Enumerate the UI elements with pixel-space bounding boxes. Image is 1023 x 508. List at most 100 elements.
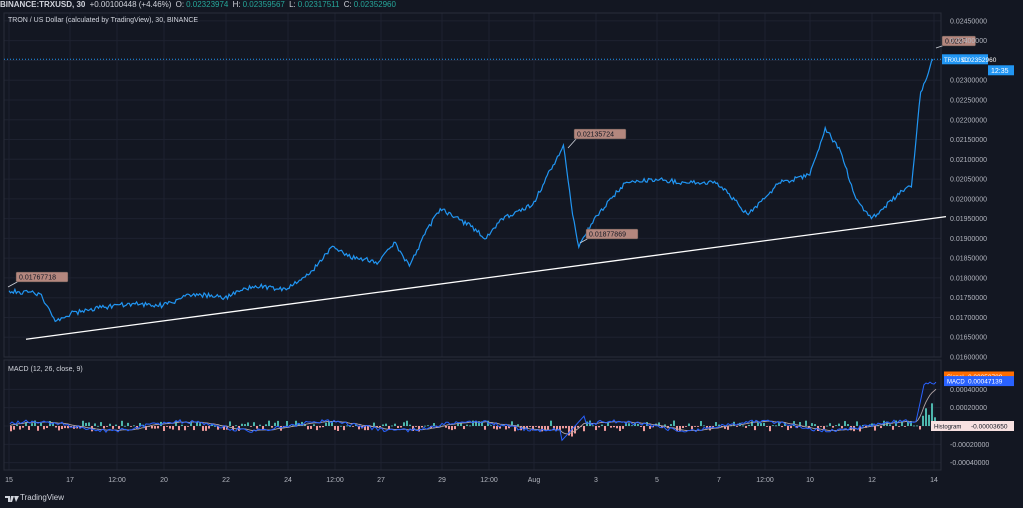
macd-histogram-bar	[358, 426, 360, 430]
macd-histogram-bar	[877, 425, 879, 427]
macd-histogram-bar	[298, 423, 300, 426]
macd-histogram-bar	[496, 426, 498, 430]
macd-histogram-bar	[838, 423, 840, 426]
macd-histogram-bar	[334, 426, 336, 430]
macd-histogram-bar	[586, 421, 588, 426]
macd-histogram-bar	[916, 425, 918, 427]
macd-histogram-bar	[97, 425, 99, 427]
macd-histogram-bar	[229, 421, 231, 426]
macd-histogram-bar	[778, 421, 780, 426]
macd-histogram-bar	[814, 424, 816, 426]
macd-histogram-bar	[574, 426, 576, 434]
macd-histogram-bar	[922, 415, 924, 426]
y-tick-label: 0.01600000	[950, 355, 987, 362]
macd-histogram-bar	[349, 425, 351, 427]
y-tick-label: 0.01900000	[950, 236, 987, 243]
macd-histogram-bar	[673, 420, 675, 426]
macd-histogram-bar	[787, 426, 789, 431]
macd-histogram-bar	[448, 426, 450, 430]
macd-histogram-bar	[844, 421, 846, 426]
macd-histogram-bar	[340, 425, 342, 427]
grid-lines	[4, 13, 941, 470]
x-tick-label: 12	[868, 477, 876, 484]
low-value: 0.02317511	[297, 0, 340, 9]
macd-histogram-bar	[664, 424, 666, 426]
macd-histogram-bar	[163, 426, 165, 432]
macd-histogram-bar	[514, 426, 516, 432]
macd-histogram-bar	[715, 422, 717, 426]
macd-histogram-bar	[43, 426, 45, 430]
macd-histogram-bar	[10, 426, 12, 432]
macd-histogram-bar	[583, 426, 585, 432]
macd-histogram-bar	[115, 424, 117, 426]
macd-histogram-bar	[310, 426, 312, 429]
x-tick-label: 22	[222, 477, 230, 484]
macd-histogram-bar	[880, 426, 882, 429]
macd-histogram-bar	[724, 426, 726, 429]
x-tick-label: 29	[438, 477, 446, 484]
macd-histogram-bar	[67, 426, 69, 429]
macd-histogram-bar	[721, 426, 723, 428]
macd-histogram-bar	[484, 426, 486, 430]
x-tick-label: 20	[160, 477, 168, 484]
macd-histogram-bar	[82, 420, 84, 426]
macd-histogram-bar	[187, 426, 189, 427]
macd-histogram-bar	[196, 422, 198, 426]
price-pane-border	[3, 12, 942, 358]
price-callout-label: 0.01877869	[589, 232, 626, 239]
macd-histogram-bar	[556, 426, 558, 431]
macd-histogram-bar	[427, 425, 429, 427]
chart-header: BINANCE:TRXUSD, 30 +0.00100448 (+4.46%) …	[0, 0, 1023, 10]
y-tick-label: 0.02200000	[950, 117, 987, 124]
macd-series-value-badge	[969, 421, 1014, 431]
brand-name[interactable]: TradingView	[20, 493, 65, 502]
macd-series-name-badge	[931, 421, 969, 431]
tradingview-logo-icon[interactable]	[5, 494, 19, 502]
macd-histogram-bar	[355, 424, 357, 426]
macd-histogram-bar	[307, 426, 309, 430]
macd-histogram-bar	[214, 425, 216, 427]
macd-histogram-bar	[109, 423, 111, 426]
macd-histogram-bar	[931, 403, 933, 426]
macd-histogram-bar	[373, 422, 375, 426]
macd-histogram-bar	[178, 426, 180, 431]
macd-histogram-bar	[397, 426, 399, 429]
macd-histogram-bar	[133, 425, 135, 427]
x-tick-label: 14	[930, 477, 938, 484]
x-tick-label: Aug	[528, 477, 541, 484]
x-tick-label: 17	[66, 477, 74, 484]
y-tick-label: 0.01950000	[950, 216, 987, 223]
macd-histogram-bar	[46, 426, 48, 428]
macd-histogram-bar	[100, 422, 102, 426]
macd-histogram-bar	[277, 420, 279, 426]
macd-histogram-bar	[292, 425, 294, 427]
y-tick-label: 0.02450000	[950, 18, 987, 25]
y-tick-label: 0.02050000	[950, 177, 987, 184]
macd-histogram-bar	[637, 424, 639, 426]
macd-histogram-bar	[193, 426, 195, 431]
macd-histogram-bar	[703, 425, 705, 427]
macd-histogram-bar	[634, 422, 636, 426]
macd-histogram-bar	[73, 426, 75, 429]
macd-histogram-bar	[313, 424, 315, 426]
macd-histogram-bar	[691, 426, 693, 430]
close-label: C:	[343, 0, 352, 9]
macd-histogram-bar	[841, 426, 843, 429]
x-tick-label: 10	[806, 477, 814, 484]
macd-histogram-bar	[103, 426, 105, 429]
macd-histogram-bar	[457, 423, 459, 426]
macd-histogram-bar	[742, 425, 744, 427]
macd-histogram-bar	[748, 424, 750, 426]
macd-histogram-bar	[169, 426, 171, 429]
price-callout-label: 0.02135724	[577, 132, 614, 139]
macd-histogram-bar	[367, 426, 369, 431]
symbol-label[interactable]: BINANCE:TRXUSD, 30	[0, 0, 86, 9]
price-callout-box	[941, 35, 976, 47]
y-tick-label: 0.01850000	[950, 256, 987, 263]
macd-histogram-bar	[763, 422, 765, 426]
macd-histogram-bar	[640, 426, 642, 427]
macd-histogram-bar	[433, 423, 435, 426]
macd-histogram-bar	[511, 421, 513, 426]
macd-histogram-bar	[766, 426, 768, 427]
